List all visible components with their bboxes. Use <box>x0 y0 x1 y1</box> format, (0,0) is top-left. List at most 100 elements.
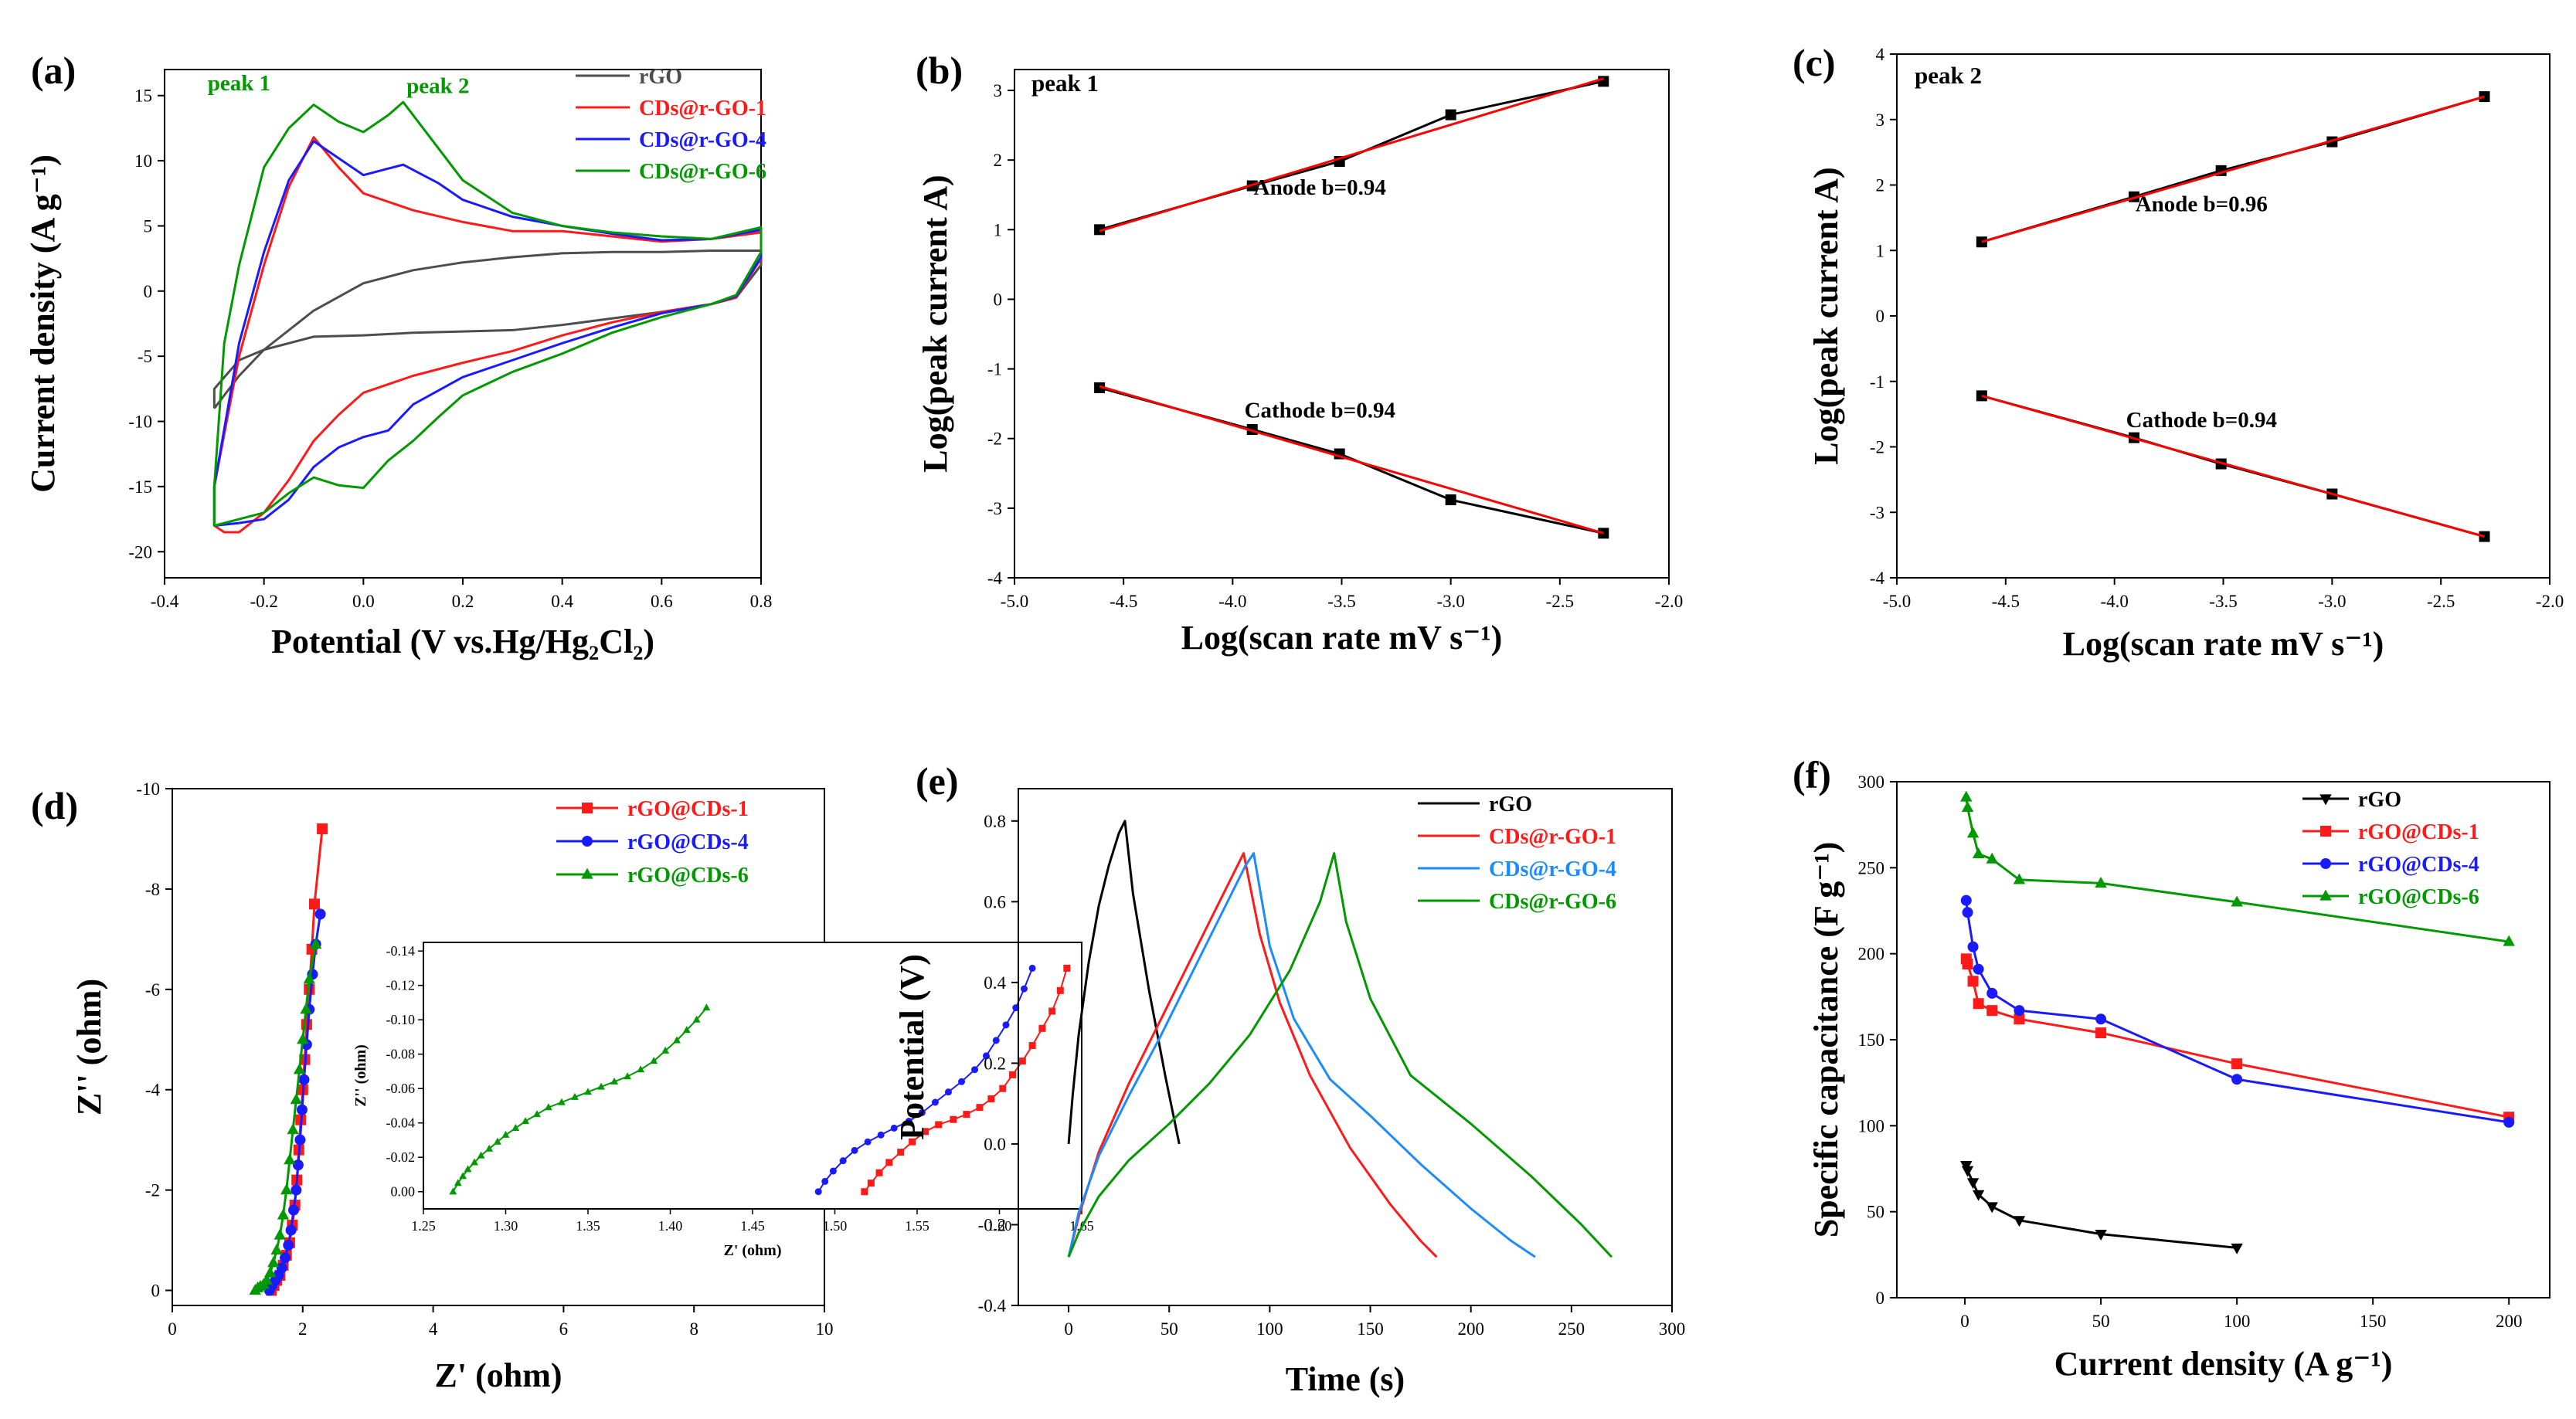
panel-a: -0.4 -0.2 0.0 0.2 0.4 0.6 0.8 -20 -15 -10 -5 0 5 10 15… <box>24 49 772 660</box>
x-tick-label: 150 <box>1357 1319 1384 1339</box>
legend-label: rGO@CDs-6 <box>627 864 749 888</box>
y-tick-label: -3 <box>987 499 1002 518</box>
inset-x-tick-label: 1.50 <box>823 1218 848 1234</box>
data-point <box>314 908 326 920</box>
inset-data-point <box>464 1165 472 1173</box>
x-tick-label: 300 <box>1659 1319 1686 1339</box>
y-tick-label: 300 <box>1858 772 1885 792</box>
inset-data-point <box>485 1144 494 1152</box>
inset-data-point <box>557 1098 566 1105</box>
legend-label: rGO@CDs-4 <box>627 830 749 854</box>
inset-data-point <box>650 1057 658 1064</box>
series-cds-r-go-6 <box>1067 852 1613 1258</box>
y-tick-label: -10 <box>128 412 152 432</box>
data-point <box>1967 941 1979 952</box>
inset-data-point <box>637 1065 645 1073</box>
plot-frame <box>1896 53 2551 579</box>
legend-label: rGO@CDs-1 <box>627 797 749 821</box>
inset-series-rgo-cds-1 <box>861 964 1071 1196</box>
inset-data-point <box>501 1130 510 1138</box>
legend-item: CDs@r-GO-4 <box>1418 857 1616 881</box>
legend-marker <box>2320 826 2331 837</box>
x-tick-label: -2.0 <box>1655 592 1683 611</box>
legend-marker <box>2319 794 2332 806</box>
data-point <box>2014 1005 2025 1017</box>
inset-series-rgo-cds-4 <box>814 964 1036 1196</box>
inset-data-point <box>958 1078 966 1085</box>
x-axis-label: Current density (A g⁻¹) <box>2054 1345 2393 1383</box>
inset-data-point <box>511 1123 520 1131</box>
panel-label: (b) <box>916 49 963 92</box>
inset-data-point <box>692 1015 701 1023</box>
plot-frame <box>1018 788 1673 1306</box>
y-axis-label: Potential (V) <box>893 954 931 1140</box>
data-point <box>309 937 322 949</box>
plot-frame <box>1014 69 1670 579</box>
panel-d: 0 2 4 6 8 10 -10 -8 -6 -4 -2 0 Z' (ohm) Z'' (ohm) (d) r… <box>31 779 1094 1394</box>
inset-data-point <box>1002 1021 1010 1029</box>
data-point <box>2503 1116 2515 1128</box>
panel-label: (c) <box>1793 41 1836 84</box>
inset-data-point <box>1020 985 1028 993</box>
data-point <box>1973 963 1984 975</box>
inset-data-point <box>971 1066 979 1074</box>
y-tick-label: -0.4 <box>978 1296 1007 1315</box>
y-tick-label: 0.6 <box>984 892 1006 911</box>
series-cathode-fit <box>1099 385 1604 535</box>
y-tick-label: -4 <box>1870 569 1885 588</box>
x-tick-label: -3.5 <box>2209 592 2237 611</box>
series-rgo-cds-1 <box>1960 953 2515 1123</box>
y-axis-label: Log(peak current A) <box>1807 167 1845 464</box>
legend-item: CDs@r-GO-6 <box>576 160 766 184</box>
inset-data-point <box>449 1187 457 1195</box>
x-tick-label: 10 <box>816 1319 834 1339</box>
series-line <box>1067 820 1181 1145</box>
y-tick-label: 0 <box>1876 1288 1885 1308</box>
legend-label: CDs@r-GO-6 <box>1489 890 1616 914</box>
peak-title: peak 2 <box>1915 62 1982 89</box>
x-tick-label: -2.5 <box>1546 592 1574 611</box>
data-point <box>1972 847 1985 859</box>
inset-x-tick-label: 1.30 <box>494 1218 518 1234</box>
inset-data-point <box>1009 1071 1017 1078</box>
inset-data-point <box>987 1095 995 1103</box>
inset-data-point <box>918 1108 926 1116</box>
inset-data-point <box>890 1124 898 1132</box>
y-tick-label: 250 <box>1858 858 1885 878</box>
panel-c: -5.0 -4.5 -4.0 -3.5 -3.0 -2.5 -2.0 -4 -3 -2 -1 0 1 2 3… <box>1793 41 2564 663</box>
data-point <box>2231 895 2243 907</box>
data-point <box>2231 1058 2243 1070</box>
series-line <box>212 136 763 534</box>
x-axis-label: Time (s) <box>1286 1360 1405 1398</box>
inset-data-point <box>1063 964 1071 972</box>
inset-data-point <box>493 1137 501 1145</box>
inset-data-point <box>944 1088 952 1096</box>
annotation: Anode b=0.94 <box>1254 175 1386 200</box>
data-point <box>2013 873 2026 884</box>
y-tick-label: 0.0 <box>984 1135 1006 1154</box>
x-tick-label: 0.6 <box>651 592 673 611</box>
series-line <box>212 140 763 528</box>
panel-label: (e) <box>916 759 959 803</box>
legend-marker <box>581 867 593 879</box>
y-tick-label: 5 <box>144 216 153 236</box>
annotation: Cathode b=0.94 <box>1245 399 1395 423</box>
data-point <box>293 1063 306 1074</box>
data-point <box>292 1159 304 1171</box>
data-point <box>2479 91 2490 103</box>
y-tick-label: -15 <box>128 477 152 497</box>
series-line <box>212 250 763 409</box>
y-tick-label: -2 <box>145 1181 160 1200</box>
inset-data-point <box>571 1092 579 1100</box>
series-anode-fit <box>1099 77 1604 233</box>
data-point <box>1973 998 1984 1010</box>
x-tick-label: 100 <box>1256 1319 1283 1339</box>
x-axis-label: Potential (V vs.Hg/Hg₂Cl₂) <box>271 623 654 660</box>
data-point <box>2095 1027 2107 1039</box>
data-point <box>298 1074 310 1085</box>
y-tick-label: 0 <box>151 1282 161 1301</box>
data-point <box>274 1228 286 1240</box>
y-tick-label: 10 <box>134 151 152 171</box>
inset-data-point <box>963 1111 970 1119</box>
data-point <box>280 1183 293 1195</box>
